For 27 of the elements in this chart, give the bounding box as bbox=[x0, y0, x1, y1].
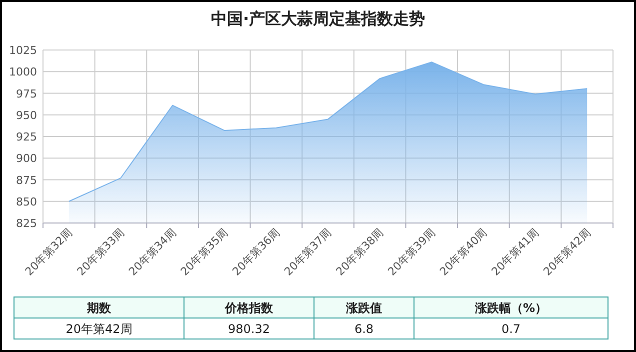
text: 6.8 bbox=[354, 322, 374, 336]
text: 期数 bbox=[86, 301, 112, 315]
x-tick-label: 20年第40周 bbox=[437, 226, 490, 278]
x-tick-label: 20年第36周 bbox=[230, 226, 282, 278]
x-tick-label: 20年第41周 bbox=[489, 226, 542, 278]
y-tick-label: 1000 bbox=[9, 66, 37, 79]
x-tick-label: 20年第42周 bbox=[540, 226, 594, 278]
text: 0.7 bbox=[501, 322, 521, 336]
x-tick-label: 20年第34周 bbox=[126, 226, 179, 278]
y-tick-label: 950 bbox=[16, 108, 37, 122]
y-tick-label: 1025 bbox=[9, 44, 37, 57]
y-tick-label: 900 bbox=[16, 152, 37, 166]
text: 20年第42周 bbox=[66, 322, 132, 336]
chart-title: 中国·产区大蒜周定基指数走势 bbox=[210, 9, 426, 28]
x-tick-label: 20年第35周 bbox=[178, 226, 230, 278]
y-tick-label: 875 bbox=[16, 174, 37, 187]
x-tick-label: 20年第33周 bbox=[74, 226, 127, 278]
text: 价格指数 bbox=[224, 301, 274, 315]
y-tick-label: 975 bbox=[16, 87, 37, 100]
y-tick-label: 925 bbox=[16, 130, 37, 144]
text: 涨跌幅（%） bbox=[474, 301, 548, 315]
text: 涨跌值 bbox=[345, 301, 382, 315]
y-tick-label: 850 bbox=[16, 195, 37, 208]
text: 980.32 bbox=[228, 322, 270, 336]
x-tick-label: 20年第39周 bbox=[385, 226, 438, 278]
x-tick-label: 20年第37周 bbox=[282, 226, 334, 278]
x-tick-label: 20年第38周 bbox=[334, 226, 386, 278]
